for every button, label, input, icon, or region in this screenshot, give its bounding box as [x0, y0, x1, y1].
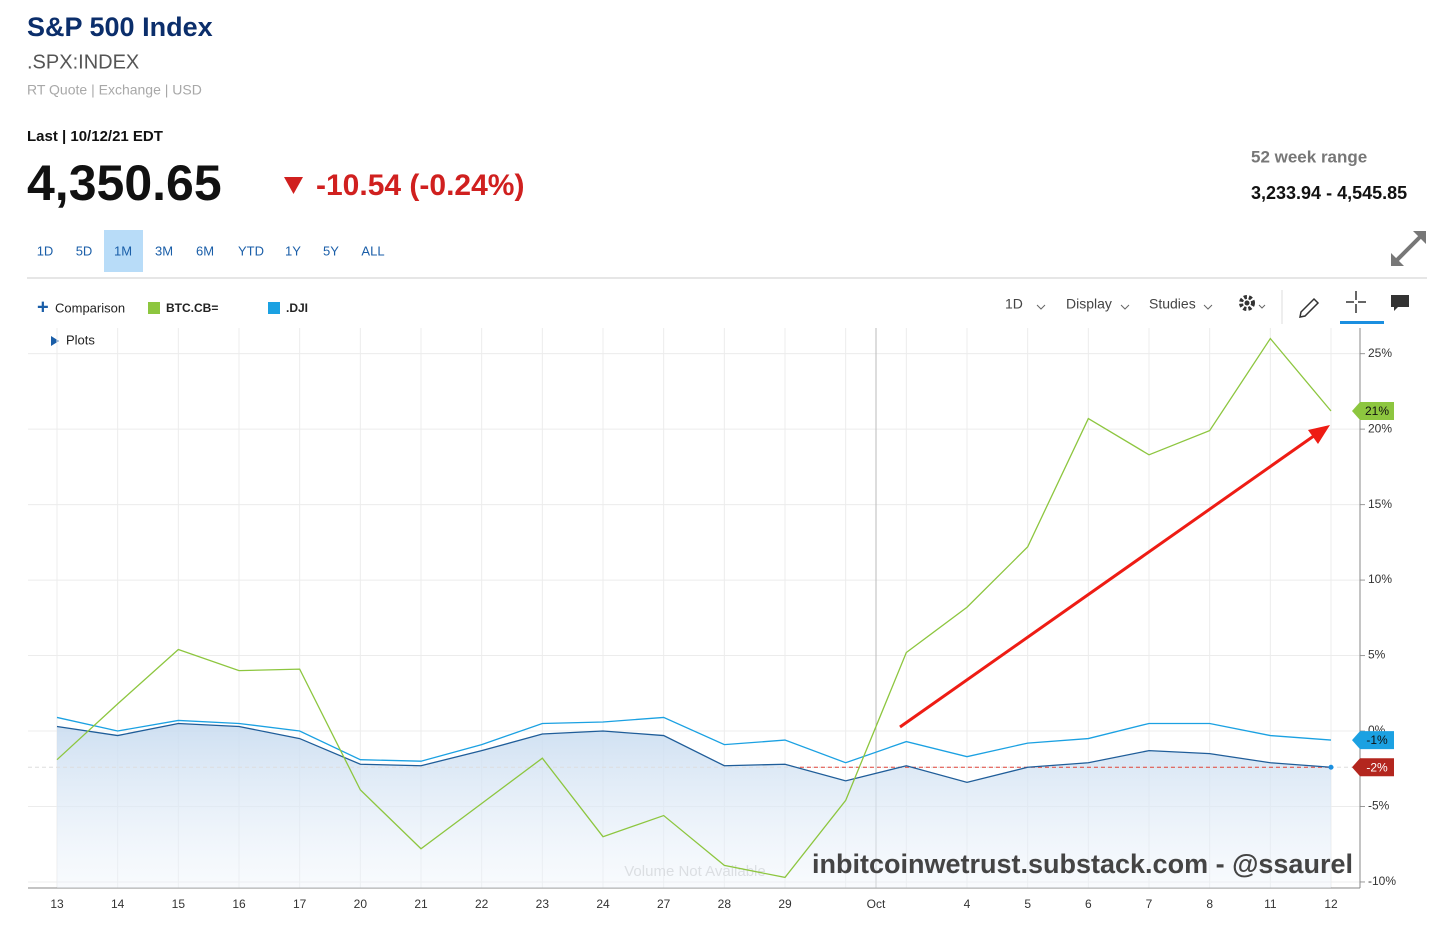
x-tick-label: 11 — [1264, 897, 1277, 911]
period-tab[interactable]: 5D — [76, 243, 93, 258]
x-tick-label: 20 — [354, 897, 368, 911]
comparison-button[interactable]: Comparison — [55, 300, 125, 315]
value-label: -1% — [1366, 733, 1388, 747]
expand-icon[interactable] — [1391, 231, 1426, 266]
x-tick-label: 5 — [1024, 897, 1031, 911]
y-tick-label: 20% — [1368, 421, 1392, 435]
series-line — [56, 722, 1332, 784]
series-line — [56, 716, 1332, 764]
legend-swatch — [148, 302, 160, 314]
value-tag — [1352, 402, 1394, 421]
y-tick-label: -10% — [1368, 874, 1396, 888]
price: 4,350.65 — [27, 155, 222, 211]
period-tab[interactable]: 5Y — [323, 243, 339, 258]
range-value: 3,233.94 - 4,545.85 — [1251, 183, 1407, 203]
x-tick-label: 24 — [596, 897, 610, 911]
down-arrow — [284, 177, 303, 194]
x-tick-label: 15 — [172, 897, 186, 911]
interval-button[interactable]: 1D — [1005, 296, 1023, 312]
y-tick-label: 15% — [1368, 497, 1392, 511]
x-tick-label: 14 — [111, 897, 125, 911]
last-point — [1328, 764, 1334, 770]
draw-icon[interactable] — [1299, 297, 1320, 318]
x-tick-label: 16 — [232, 897, 246, 911]
value-tag — [1352, 731, 1394, 750]
annotation-arrow — [899, 431, 1319, 729]
watermark: inbitcoinwetrust.substack.com - @ssaurel — [812, 849, 1353, 879]
title: S&P 500 Index — [27, 12, 213, 42]
crosshair-icon[interactable] — [1346, 291, 1366, 313]
change: -10.54 (-0.24%) — [316, 169, 524, 202]
series-line — [56, 337, 1332, 879]
chevron — [1120, 304, 1130, 310]
value-label: 21% — [1365, 404, 1389, 418]
active-underline — [1340, 321, 1384, 324]
period-tab[interactable]: YTD — [238, 243, 264, 258]
month-label: Oct — [867, 897, 886, 911]
period-tab[interactable]: 6M — [196, 243, 214, 258]
x-tick-label: 17 — [293, 897, 307, 911]
legend: BTC.CB= .DJI — [148, 301, 308, 315]
x-tick-label: 28 — [718, 897, 732, 911]
area — [57, 723, 1331, 888]
range-label: 52 week range — [1251, 147, 1367, 166]
y-tick-label: -5% — [1368, 799, 1390, 813]
plots-button[interactable]: Plots — [66, 332, 95, 347]
period-tab[interactable]: 1Y — [285, 243, 301, 258]
chevron — [1036, 304, 1046, 310]
symbol: .SPX:INDEX — [27, 51, 139, 73]
x-tick-label: 13 — [50, 897, 64, 911]
y-tick-label: 10% — [1368, 572, 1392, 586]
value-tag — [1352, 758, 1394, 777]
plus-icon[interactable]: + — [37, 296, 49, 318]
studies-button[interactable]: Studies — [1149, 296, 1196, 312]
x-tick-label: 8 — [1206, 897, 1213, 911]
x-tick-label: 4 — [964, 897, 971, 911]
period-tab[interactable]: 1D — [37, 243, 54, 258]
x-tick-label: 7 — [1146, 897, 1153, 911]
settings-icon[interactable] — [1239, 295, 1266, 311]
plots-arrow[interactable] — [51, 336, 59, 346]
period-tab[interactable]: 3M — [155, 243, 173, 258]
x-tick-label: 27 — [657, 897, 671, 911]
y-tick-label: 25% — [1368, 346, 1392, 360]
period-tabs: 1D 5D 1M 3M 6M YTD 1Y 5Y ALL — [37, 230, 385, 272]
x-tick-label: 21 — [414, 897, 428, 911]
period-tab[interactable]: 1M — [114, 243, 132, 258]
period-tab[interactable]: ALL — [361, 243, 384, 258]
comment-icon[interactable] — [1391, 295, 1409, 311]
x-tick-label: 22 — [475, 897, 489, 911]
display-button[interactable]: Display — [1066, 296, 1112, 312]
legend-label: BTC.CB= — [166, 301, 218, 315]
x-tick-label: 23 — [536, 897, 550, 911]
x-tick-label: 29 — [778, 897, 792, 911]
last-label: Last | 10/12/21 EDT — [27, 128, 163, 145]
active-tab — [104, 230, 143, 272]
arrow-head — [1308, 425, 1330, 444]
quote-info: RT Quote | Exchange | USD — [27, 82, 202, 98]
legend-swatch — [268, 302, 280, 314]
legend-label: .DJI — [286, 301, 308, 315]
chevron — [1203, 304, 1213, 310]
value-label: -2% — [1366, 760, 1388, 774]
x-tick-label: 12 — [1324, 897, 1338, 911]
x-tick-label: 6 — [1085, 897, 1092, 911]
y-tick-label: 5% — [1368, 648, 1386, 662]
